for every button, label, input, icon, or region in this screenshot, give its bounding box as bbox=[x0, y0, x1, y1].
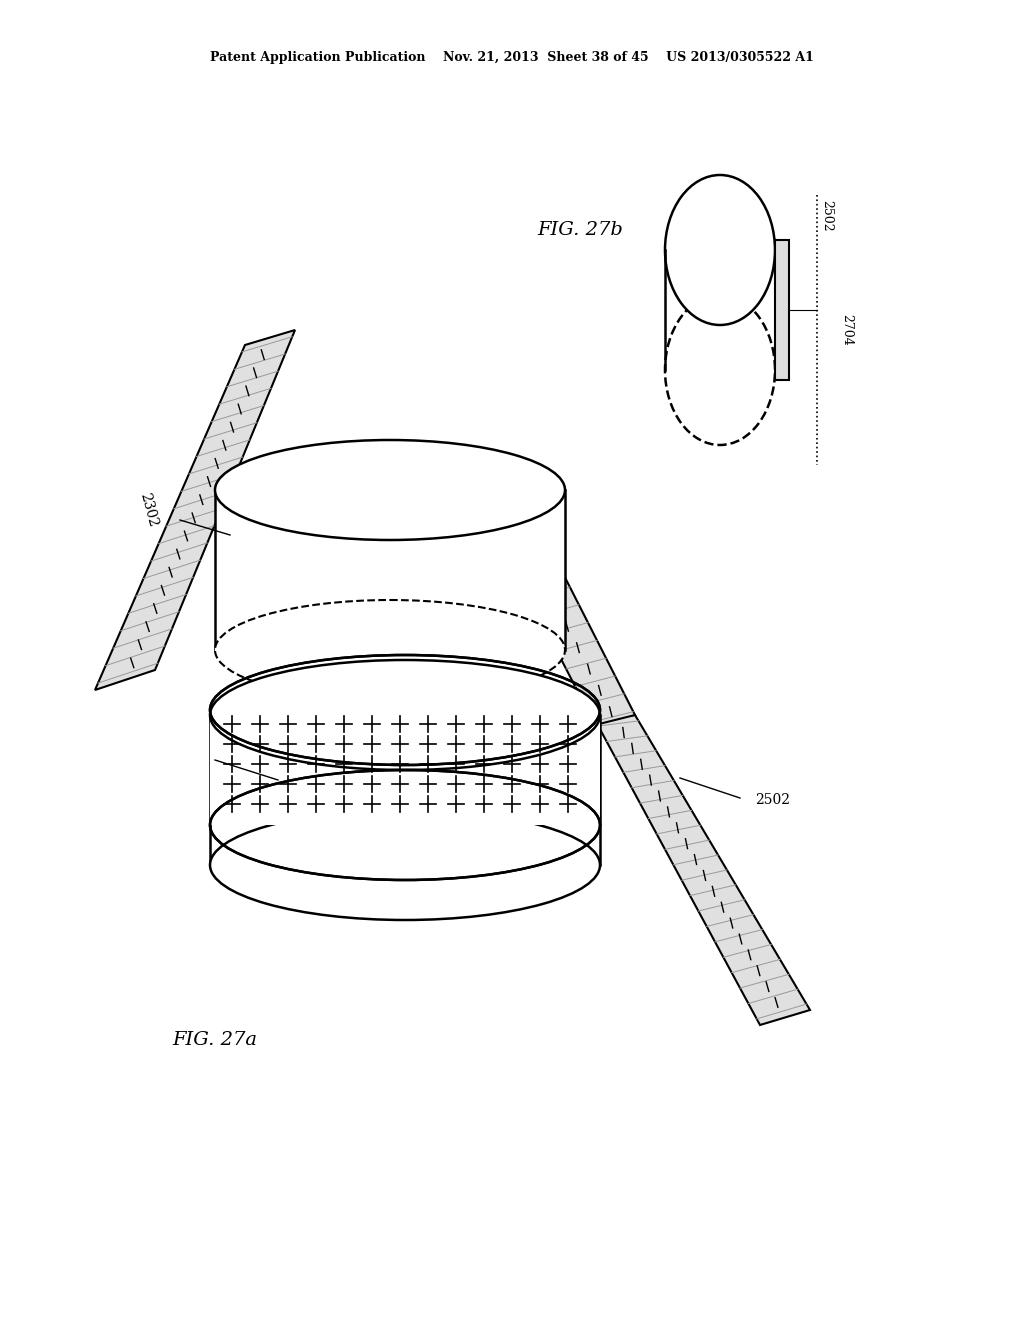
Polygon shape bbox=[215, 490, 565, 649]
Text: 2702: 2702 bbox=[699, 263, 720, 297]
Ellipse shape bbox=[210, 660, 600, 770]
Ellipse shape bbox=[210, 810, 600, 920]
Text: 2502: 2502 bbox=[820, 201, 834, 231]
Text: 2502: 2502 bbox=[755, 793, 790, 807]
Text: 2302: 2302 bbox=[437, 748, 472, 762]
Ellipse shape bbox=[215, 601, 565, 700]
Polygon shape bbox=[510, 548, 635, 725]
Text: 2702: 2702 bbox=[250, 751, 274, 789]
Polygon shape bbox=[595, 715, 810, 1026]
Text: 2704: 2704 bbox=[841, 314, 853, 346]
Polygon shape bbox=[210, 715, 600, 865]
Text: FIG. 27b: FIG. 27b bbox=[537, 220, 623, 239]
Polygon shape bbox=[210, 710, 600, 825]
Bar bbox=[775, 240, 790, 380]
Text: Patent Application Publication    Nov. 21, 2013  Sheet 38 of 45    US 2013/03055: Patent Application Publication Nov. 21, … bbox=[210, 51, 814, 65]
Text: 2302: 2302 bbox=[705, 383, 725, 417]
Polygon shape bbox=[95, 330, 295, 690]
Ellipse shape bbox=[665, 294, 775, 445]
Text: 2302: 2302 bbox=[137, 491, 160, 529]
Ellipse shape bbox=[665, 176, 775, 325]
Ellipse shape bbox=[215, 440, 565, 540]
Text: FIG. 27a: FIG. 27a bbox=[172, 1031, 257, 1049]
